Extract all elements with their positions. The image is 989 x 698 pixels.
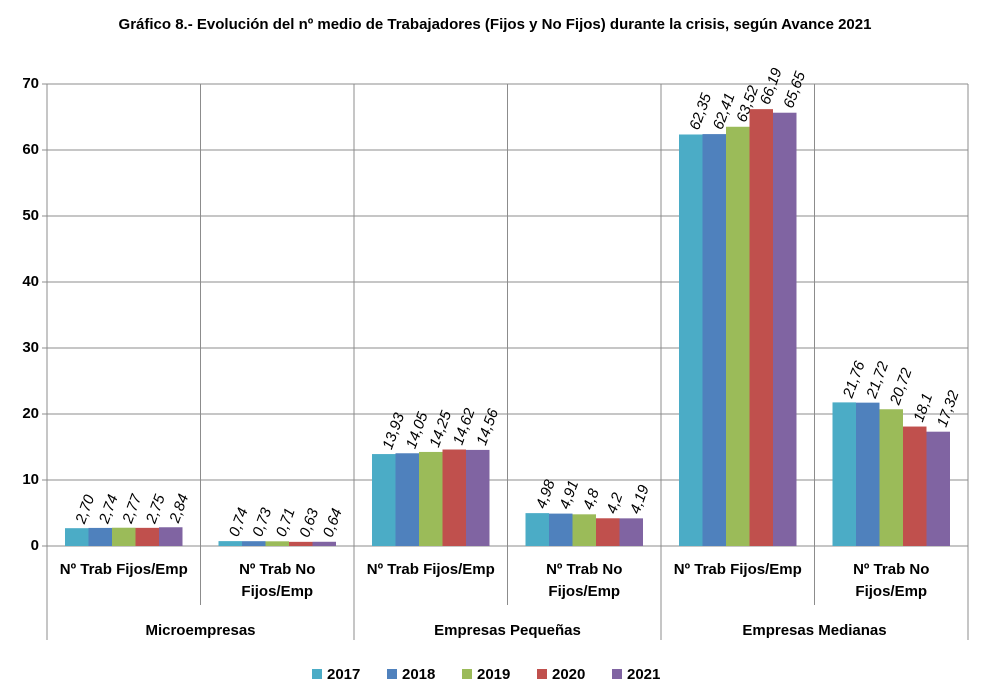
x-tick-label: Nº Trab No Fijos/Emp (546, 561, 623, 600)
bar (773, 112, 797, 547)
y-tick-label: 40 (22, 273, 39, 290)
value-label: 4,91 (556, 478, 582, 511)
bar (832, 402, 856, 546)
bar (619, 518, 643, 546)
value-label: 4,98 (533, 477, 559, 511)
bar (702, 134, 726, 546)
bar (372, 454, 396, 546)
y-tick-label: 50 (22, 207, 39, 224)
value-label: 17,32 (934, 388, 963, 430)
y-tick-label: 30 (22, 339, 39, 356)
legend-swatch (537, 669, 547, 679)
bar (88, 527, 112, 546)
value-label: 0,73 (249, 505, 275, 539)
x-tick-label: Nº Trab No Fijos/Emp (239, 561, 316, 600)
x-tick-label: Nº Trab Fijos/Emp (673, 561, 802, 578)
legend-label: 2019 (477, 666, 510, 683)
bar (466, 449, 490, 546)
bar (856, 402, 880, 546)
bar (419, 451, 443, 546)
value-label: 4,2 (603, 490, 626, 516)
value-label: 0,64 (320, 506, 346, 539)
value-label: 0,71 (273, 506, 299, 539)
bar (726, 126, 750, 546)
y-tick-label: 10 (22, 471, 39, 488)
chart-title: Gráfico 8.- Evolución del nº medio de Tr… (118, 16, 872, 33)
group-label: Empresas Pequeñas (434, 622, 581, 639)
bar (572, 514, 596, 546)
value-label: 0,74 (226, 506, 252, 539)
bar (879, 409, 903, 546)
value-label: 65,65 (780, 69, 809, 111)
value-label: 4,19 (627, 482, 653, 516)
bar (596, 518, 620, 546)
bar (679, 134, 703, 547)
legend-swatch (312, 669, 322, 679)
bar (442, 449, 466, 546)
legend-label: 2020 (552, 666, 585, 683)
legend-swatch (612, 669, 622, 679)
bar (525, 513, 549, 546)
bar (159, 527, 183, 546)
bar (312, 541, 336, 546)
bar (65, 528, 89, 546)
value-label: 2,84 (166, 492, 192, 526)
value-label: 20,72 (886, 365, 915, 408)
bar (218, 541, 242, 546)
x-tick-label: Nº Trab Fijos/Emp (366, 561, 495, 578)
bar (135, 527, 159, 546)
legend-label: 2018 (402, 666, 435, 683)
legend-swatch (462, 669, 472, 679)
value-label: 2,70 (72, 492, 99, 527)
value-label: 18,1 (910, 391, 936, 424)
y-tick-label: 0 (31, 537, 39, 554)
value-label: 0,63 (296, 506, 322, 540)
legend-swatch (387, 669, 397, 679)
value-label: 4,8 (580, 486, 603, 512)
x-tick-label: Nº Trab Fijos/Emp (59, 561, 188, 578)
x-tick-label: Nº Trab No Fijos/Emp (853, 561, 930, 600)
bar (289, 541, 313, 546)
legend-label: 2021 (627, 666, 660, 683)
y-tick-label: 70 (22, 75, 39, 92)
bar (903, 426, 927, 546)
bar (395, 453, 419, 546)
value-label: 2,74 (95, 492, 121, 526)
bar (549, 513, 573, 546)
y-tick-label: 60 (22, 141, 39, 158)
bar (112, 527, 136, 546)
group-label: Empresas Medianas (742, 622, 887, 639)
value-label: 2,77 (119, 492, 146, 527)
bar (242, 541, 266, 546)
bar (749, 109, 773, 547)
legend-label: 2017 (327, 666, 360, 683)
bar (265, 541, 289, 546)
value-label: 2,75 (142, 492, 169, 527)
group-label: Microempresas (145, 622, 256, 639)
bar (926, 431, 950, 546)
y-tick-label: 20 (22, 405, 39, 422)
